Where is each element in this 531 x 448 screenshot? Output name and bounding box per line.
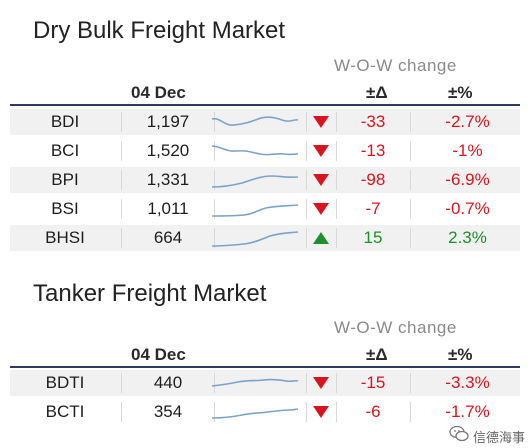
percent-change: 2.3%: [448, 228, 487, 247]
index-name: BCI: [50, 141, 80, 160]
column-divider: [410, 228, 411, 248]
tanker-row-bcti: BCTI 354 -6 -1.7%: [10, 399, 520, 425]
down-triangle-icon: [313, 406, 329, 418]
index-value: 354: [153, 402, 183, 421]
dry-bulk-change-header: ±Δ: [366, 83, 388, 102]
column-divider: [214, 170, 215, 190]
column-divider: [121, 373, 122, 393]
percent-change: -2.7%: [445, 112, 490, 131]
sparkline: [211, 175, 299, 188]
dry-bulk-row-bhsi: BHSI 664 15 2.3%: [10, 225, 520, 251]
dry-bulk-row-bsi: BSI 1,011 -7 -0.7%: [10, 196, 520, 222]
change-value: 15: [363, 228, 383, 247]
sparkline: [211, 378, 299, 387]
column-divider: [336, 170, 337, 190]
column-divider: [410, 112, 411, 132]
change-value: -98: [360, 170, 386, 189]
percent-change: -6.9%: [445, 170, 490, 189]
column-divider: [410, 402, 411, 422]
column-divider: [306, 170, 307, 190]
column-divider: [336, 373, 337, 393]
sparkline: [211, 116, 299, 126]
index-name: BPI: [51, 170, 79, 189]
column-divider: [214, 373, 215, 393]
dry-bulk-wow-label: W-O-W change: [334, 56, 457, 75]
down-triangle-icon: [313, 116, 329, 128]
column-divider: [121, 141, 122, 161]
column-divider: [121, 228, 122, 248]
dry-bulk-row-bpi: BPI 1,331 -98 -6.9%: [10, 167, 520, 193]
down-triangle-icon: [313, 174, 329, 186]
column-divider: [306, 228, 307, 248]
column-divider: [214, 112, 215, 132]
dry-bulk-row-bdi: BDI 1,197 -33 -2.7%: [10, 109, 520, 135]
dry-bulk-title: Dry Bulk Freight Market: [33, 17, 286, 44]
index-value: 664: [153, 228, 183, 247]
column-divider: [336, 141, 337, 161]
tanker-change-header: ±Δ: [366, 345, 388, 364]
tanker-wow-label: W-O-W change: [334, 318, 457, 337]
column-divider: [214, 141, 215, 161]
tanker-title: Tanker Freight Market: [33, 280, 267, 307]
column-divider: [306, 199, 307, 219]
index-value: 1,331: [146, 170, 190, 189]
sparkline: [211, 204, 299, 217]
column-divider: [410, 170, 411, 190]
watermark: 信德海事: [449, 425, 525, 446]
change-value: -15: [360, 373, 386, 392]
change-value: -13: [360, 141, 386, 160]
percent-change: -0.7%: [445, 199, 490, 218]
column-divider: [121, 199, 122, 219]
index-name: BSI: [51, 199, 79, 218]
index-name: BCTI: [45, 402, 85, 421]
dry-bulk-date-header: 04 Dec: [131, 83, 186, 102]
column-divider: [306, 141, 307, 161]
index-value: 440: [153, 373, 183, 392]
column-divider: [410, 373, 411, 393]
dry-bulk-row-bci: BCI 1,520 -13 -1%: [10, 138, 520, 164]
column-divider: [336, 199, 337, 219]
tanker-date-header: 04 Dec: [131, 345, 186, 364]
change-value: -7: [365, 199, 381, 218]
index-value: 1,011: [147, 199, 189, 218]
sparkline: [211, 231, 299, 247]
column-divider: [214, 199, 215, 219]
tanker-pct-header: ±%: [448, 345, 473, 364]
sparkline: [211, 408, 299, 419]
down-triangle-icon: [313, 203, 329, 215]
index-name: BDTI: [45, 373, 85, 392]
up-triangle-icon: [313, 232, 329, 244]
column-divider: [214, 402, 215, 422]
column-divider: [121, 402, 122, 422]
change-value: -6: [365, 402, 381, 421]
tanker-row-bdti: BDTI 440 -15 -3.3%: [10, 370, 520, 396]
percent-change: -3.3%: [445, 373, 490, 392]
dry-bulk-header-rule: [10, 104, 520, 106]
down-triangle-icon: [313, 145, 329, 157]
column-divider: [336, 402, 337, 422]
index-name: BHSI: [45, 228, 85, 247]
percent-change: -1%: [452, 141, 483, 160]
column-divider: [214, 228, 215, 248]
wechat-icon: [449, 425, 469, 442]
sparkline: [211, 145, 299, 156]
index-value: 1,197: [146, 112, 190, 131]
index-name: BDI: [50, 112, 80, 131]
column-divider: [306, 112, 307, 132]
column-divider: [336, 112, 337, 132]
change-value: -33: [360, 112, 386, 131]
watermark-text: 信德海事: [472, 430, 525, 445]
column-divider: [336, 228, 337, 248]
index-value: 1,520: [146, 141, 190, 160]
tanker-header-rule: [10, 366, 520, 368]
column-divider: [306, 402, 307, 422]
percent-change: -1.7%: [445, 402, 490, 421]
dry-bulk-pct-header: ±%: [448, 83, 473, 102]
column-divider: [410, 141, 411, 161]
column-divider: [121, 112, 122, 132]
down-triangle-icon: [313, 377, 329, 389]
column-divider: [306, 373, 307, 393]
column-divider: [121, 170, 122, 190]
column-divider: [410, 199, 411, 219]
